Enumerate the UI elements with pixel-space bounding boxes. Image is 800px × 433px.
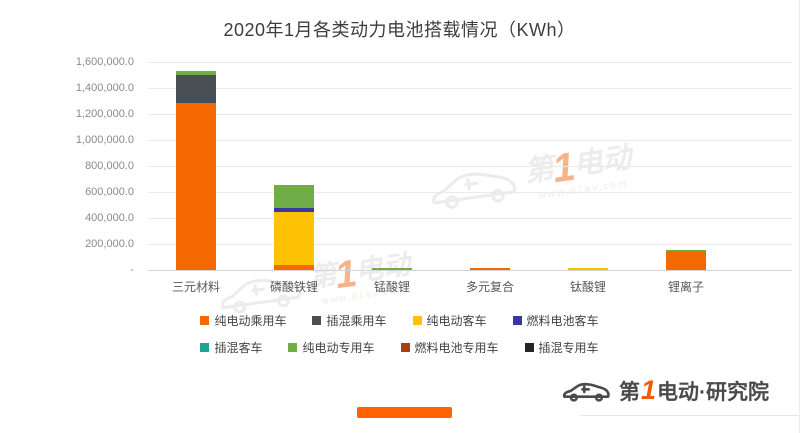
x-axis-line — [148, 270, 792, 271]
x-category-label: 钛酸锂 — [569, 280, 606, 294]
legend-item: 插混专用车 — [524, 339, 599, 356]
y-tick-label: 1,200,000.0 — [75, 108, 134, 120]
gridline — [148, 218, 792, 219]
legend-item: 燃料电池客车 — [512, 312, 599, 329]
brand-post: 电动 — [657, 381, 699, 404]
legend-item: 插混乘用车 — [312, 312, 387, 329]
y-tick-label: 600,000.0 — [85, 186, 134, 198]
legend-row: 插混客车 纯电动专用车 燃料电池专用车 插混专用车 — [200, 339, 599, 356]
x-category-label: 多元复合 — [465, 280, 514, 294]
bar-segment — [274, 264, 314, 270]
legend-item: 插混客车 — [200, 339, 262, 356]
bar-segment — [274, 207, 314, 212]
legend: 纯电动乘用车 插混乘用车 纯电动客车 燃料电池客车 插混客车 纯电动专用车 燃料电池专用车插… — [0, 312, 799, 356]
legend-item: 纯电动乘用车 — [200, 312, 286, 329]
bar-segment — [274, 211, 314, 265]
bar-segment — [176, 71, 216, 75]
x-category-label: 磷酸铁锂 — [269, 280, 318, 294]
legend-label: 纯电动客车 — [426, 314, 487, 328]
y-tick-label: 1,000,000.0 — [75, 134, 134, 146]
y-tick-label: 1,600,000.0 — [75, 56, 134, 68]
legend-swatch — [400, 343, 410, 352]
gridline — [148, 192, 792, 193]
legend-item: 燃料电池专用车 — [400, 339, 499, 356]
bar-segment — [470, 268, 510, 270]
x-category-label: 三元材料 — [171, 280, 220, 294]
legend-label: 插混专用车 — [538, 341, 599, 355]
legend-label: 插混乘用车 — [326, 314, 387, 328]
legend-swatch — [524, 343, 534, 352]
brand-one: 1 — [640, 375, 656, 405]
brand-suffix: ·研究院 — [699, 381, 769, 404]
brand-text: 第1电动·研究院 — [619, 376, 769, 406]
chart-title: 2020年1月各类动力电池搭载情况（KWh） — [223, 20, 576, 40]
legend-row: 纯电动乘用车 插混乘用车 纯电动客车 燃料电池客车 — [200, 312, 599, 329]
legend-item: 纯电动客车 — [412, 312, 487, 329]
y-tick-label: 200,000.0 — [85, 238, 134, 250]
gridline — [148, 114, 792, 115]
scrollbar-thumb[interactable] — [357, 407, 452, 418]
bar-segment — [666, 250, 706, 270]
bar-segment — [176, 102, 216, 270]
legend-label: 插混客车 — [214, 341, 263, 355]
y-tick-label: 800,000.0 — [85, 160, 134, 172]
bar-segment — [176, 75, 216, 103]
gridline — [148, 88, 792, 89]
legend-swatch — [288, 343, 298, 352]
car-icon — [562, 382, 610, 402]
y-tick-label: - — [130, 264, 134, 276]
d1ev-research-logo: 第1电动·研究院 — [560, 376, 769, 406]
y-axis: 1,600,000.0 1,400,000.0 1,200,000.0 1,000,0… — [48, 56, 140, 276]
legend-swatch — [200, 316, 210, 325]
legend-item: 纯电动专用车 — [288, 339, 375, 356]
legend-swatch — [512, 316, 522, 325]
gridline — [148, 62, 792, 63]
gridline — [148, 166, 792, 167]
y-tick-label: 1,400,000.0 — [75, 82, 134, 94]
legend-label: 燃料电池客车 — [526, 314, 599, 328]
bar-segment — [568, 268, 608, 270]
bar-segment — [274, 184, 314, 208]
x-category-label: 锂离子 — [667, 280, 704, 294]
gridline — [148, 140, 792, 141]
y-tick-label: 400,000.0 — [85, 212, 134, 224]
x-category-label: 锰酸锂 — [373, 280, 410, 294]
legend-swatch — [200, 343, 210, 352]
legend-label: 燃料电池专用车 — [414, 341, 499, 355]
bar-segment — [372, 268, 412, 270]
x-axis: 三元材料 磷酸铁锂 锰酸锂 多元复合 钛酸锂 锂离子 — [148, 278, 792, 296]
gridline — [148, 244, 792, 245]
footer-divider — [580, 415, 799, 416]
plot-area — [148, 62, 792, 271]
brand-pre: 第 — [618, 381, 640, 404]
legend-swatch — [412, 316, 422, 325]
legend-label: 纯电动专用车 — [302, 341, 375, 355]
legend-swatch — [312, 316, 322, 325]
bar-segment — [666, 249, 706, 251]
legend-label: 纯电动乘用车 — [214, 314, 287, 328]
